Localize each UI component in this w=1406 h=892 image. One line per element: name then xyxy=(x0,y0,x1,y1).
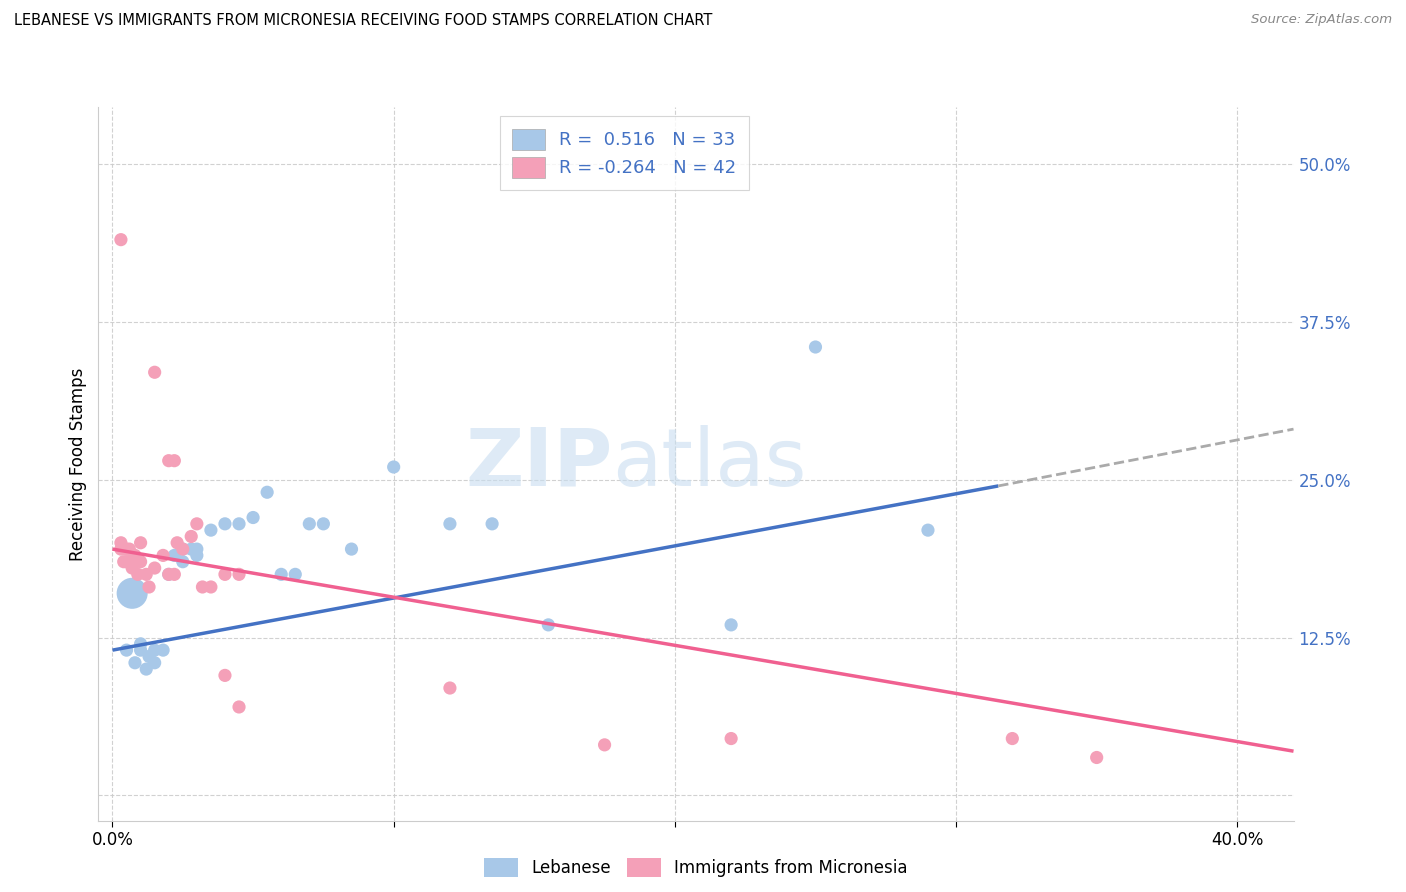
Point xyxy=(143,643,166,657)
Point xyxy=(124,656,146,670)
Point xyxy=(138,580,160,594)
Legend: Lebanese, Immigrants from Micronesia: Lebanese, Immigrants from Micronesia xyxy=(478,851,914,884)
Point xyxy=(186,549,208,563)
Point xyxy=(214,516,236,531)
Point xyxy=(312,516,335,531)
Point xyxy=(121,586,143,600)
Point xyxy=(166,535,188,549)
Point xyxy=(115,542,138,557)
Point xyxy=(172,555,194,569)
Point xyxy=(115,555,138,569)
Point xyxy=(121,561,143,575)
Point xyxy=(228,700,250,714)
Point xyxy=(439,681,461,695)
Point xyxy=(1085,750,1108,764)
Point xyxy=(129,637,152,651)
Text: LEBANESE VS IMMIGRANTS FROM MICRONESIA RECEIVING FOOD STAMPS CORRELATION CHART: LEBANESE VS IMMIGRANTS FROM MICRONESIA R… xyxy=(14,13,713,29)
Point xyxy=(129,643,152,657)
Text: Source: ZipAtlas.com: Source: ZipAtlas.com xyxy=(1251,13,1392,27)
Point xyxy=(180,529,202,543)
Point xyxy=(720,618,742,632)
Point xyxy=(481,516,503,531)
Point xyxy=(180,542,202,557)
Point xyxy=(191,580,214,594)
Point xyxy=(256,485,278,500)
Point xyxy=(720,731,742,746)
Text: ZIP: ZIP xyxy=(465,425,612,503)
Point xyxy=(143,365,166,379)
Point xyxy=(129,535,152,549)
Point xyxy=(537,618,560,632)
Point xyxy=(1001,731,1024,746)
Point xyxy=(172,542,194,557)
Point xyxy=(186,542,208,557)
Point xyxy=(163,453,186,467)
Point xyxy=(172,542,194,557)
Y-axis label: Receiving Food Stamps: Receiving Food Stamps xyxy=(69,368,87,560)
Point xyxy=(152,643,174,657)
Point xyxy=(298,516,321,531)
Point xyxy=(143,656,166,670)
Point xyxy=(124,549,146,563)
Point xyxy=(242,510,264,524)
Point xyxy=(593,738,616,752)
Point xyxy=(143,561,166,575)
Point xyxy=(186,516,208,531)
Point xyxy=(129,555,152,569)
Point xyxy=(118,542,141,557)
Text: atlas: atlas xyxy=(612,425,807,503)
Point xyxy=(110,542,132,557)
Point xyxy=(115,643,138,657)
Point xyxy=(804,340,827,354)
Point xyxy=(270,567,292,582)
Point xyxy=(284,567,307,582)
Point xyxy=(200,580,222,594)
Point xyxy=(340,542,363,557)
Point xyxy=(157,453,180,467)
Point xyxy=(157,567,180,582)
Point xyxy=(110,535,132,549)
Point xyxy=(135,567,157,582)
Point xyxy=(917,523,939,537)
Point xyxy=(118,555,141,569)
Point xyxy=(124,555,146,569)
Point xyxy=(163,567,186,582)
Point xyxy=(127,567,149,582)
Point xyxy=(152,549,174,563)
Point xyxy=(214,567,236,582)
Point xyxy=(110,233,132,247)
Point xyxy=(439,516,461,531)
Point xyxy=(228,516,250,531)
Point xyxy=(112,555,135,569)
Point xyxy=(382,460,405,475)
Point xyxy=(200,523,222,537)
Point xyxy=(135,662,157,676)
Point xyxy=(163,549,186,563)
Point xyxy=(157,567,180,582)
Point xyxy=(228,567,250,582)
Point xyxy=(138,649,160,664)
Point xyxy=(214,668,236,682)
